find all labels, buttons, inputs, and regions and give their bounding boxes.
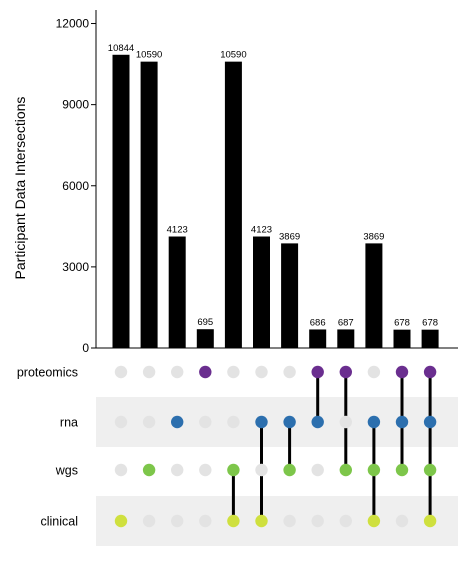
- matrix-dot-inactive: [339, 415, 352, 429]
- matrix-dot-active: [423, 365, 437, 379]
- bar: [281, 243, 299, 348]
- y-tick-label: 6000: [62, 179, 89, 193]
- matrix-dot-inactive: [395, 514, 409, 528]
- matrix-dot-active: [255, 514, 268, 528]
- bar: [421, 329, 439, 348]
- bar: [168, 236, 186, 348]
- matrix-dot-active: [339, 463, 352, 477]
- matrix-dot-inactive: [171, 514, 184, 528]
- bar-value-label: 10590: [220, 50, 246, 61]
- bar-value-label: 10590: [136, 50, 162, 61]
- set-labels: proteomics rna wgs clinical: [17, 366, 78, 529]
- matrix-dot-active: [311, 415, 324, 429]
- matrix-dot-inactive: [142, 365, 156, 379]
- bar: [309, 329, 327, 348]
- bars: [112, 54, 439, 349]
- y-axis-title: Participant Data Intersections: [12, 97, 28, 280]
- matrix-dot-active: [367, 514, 381, 528]
- bar-value-label: 4123: [251, 225, 272, 236]
- matrix-dot-inactive: [142, 514, 156, 528]
- y-tick-label: 12000: [56, 17, 90, 31]
- bar: [365, 243, 383, 348]
- matrix-dot-active: [423, 415, 437, 429]
- bar-value-label: 695: [197, 317, 213, 328]
- matrix-dot-inactive: [199, 463, 212, 477]
- y-axis: Participant Data Intersections 0 3000 6000…: [12, 10, 97, 355]
- y-tick-label: 9000: [62, 98, 89, 112]
- set-label-proteomics: proteomics: [17, 366, 78, 380]
- bar: [196, 329, 214, 348]
- bar: [112, 54, 130, 349]
- bar-value-label: 4123: [167, 225, 188, 236]
- bar-value-label: 686: [310, 317, 326, 328]
- matrix-dot-inactive: [311, 514, 324, 528]
- intersection-matrix: [114, 365, 437, 528]
- matrix-dot-active: [395, 415, 409, 429]
- matrix-dot-inactive: [283, 365, 296, 379]
- matrix-dot-inactive: [142, 415, 156, 429]
- matrix-dot-inactive: [255, 365, 268, 379]
- bar-value-label: 678: [394, 318, 410, 329]
- bar: [224, 61, 242, 349]
- matrix-dot-active: [339, 365, 352, 379]
- matrix-dot-active: [114, 514, 128, 528]
- matrix-dot-inactive: [199, 415, 212, 429]
- set-label-clinical: clinical: [40, 515, 78, 529]
- bar-value-label: 3869: [363, 231, 384, 242]
- y-tick-label: 3000: [62, 260, 89, 274]
- bar-value-label: 10844: [108, 43, 134, 54]
- matrix-dot-active: [423, 463, 437, 477]
- bar: [337, 329, 355, 348]
- matrix-dot-inactive: [114, 365, 128, 379]
- matrix-dot-active: [367, 463, 381, 477]
- matrix-dot-inactive: [311, 463, 324, 477]
- matrix-dot-inactive: [367, 365, 381, 379]
- bar: [140, 61, 158, 349]
- set-label-rna: rna: [60, 416, 78, 430]
- bar-value-label: 3869: [279, 231, 300, 242]
- matrix-dot-active: [283, 463, 296, 477]
- matrix-dot-active: [283, 415, 296, 429]
- matrix-dot-active: [395, 365, 409, 379]
- y-tick-label: 0: [82, 341, 89, 355]
- matrix-dot-inactive: [171, 365, 184, 379]
- matrix-dot-inactive: [114, 463, 128, 477]
- matrix-dot-active: [255, 415, 268, 429]
- matrix-dot-inactive: [114, 415, 128, 429]
- bar: [393, 329, 411, 348]
- matrix-dot-active: [171, 415, 184, 429]
- matrix-dot-inactive: [283, 514, 296, 528]
- matrix-dot-active: [423, 514, 437, 528]
- bar: [253, 236, 270, 348]
- bar-value-label: 687: [338, 317, 354, 328]
- matrix-dot-active: [311, 365, 324, 379]
- matrix-dot-active: [227, 514, 240, 528]
- matrix-dot-active: [367, 415, 381, 429]
- matrix-dot-inactive: [227, 415, 240, 429]
- matrix-dot-inactive: [227, 365, 240, 379]
- matrix-dot-inactive: [171, 463, 184, 477]
- bar-value-label: 678: [422, 318, 438, 329]
- matrix-dot-inactive: [199, 514, 212, 528]
- matrix-dot-active: [199, 365, 212, 379]
- matrix-dot-inactive: [255, 463, 268, 477]
- matrix-dot-active: [227, 463, 240, 477]
- matrix-dot-active: [142, 463, 156, 477]
- set-label-wgs: wgs: [55, 464, 78, 478]
- matrix-dot-active: [395, 463, 409, 477]
- matrix-dot-inactive: [339, 514, 352, 528]
